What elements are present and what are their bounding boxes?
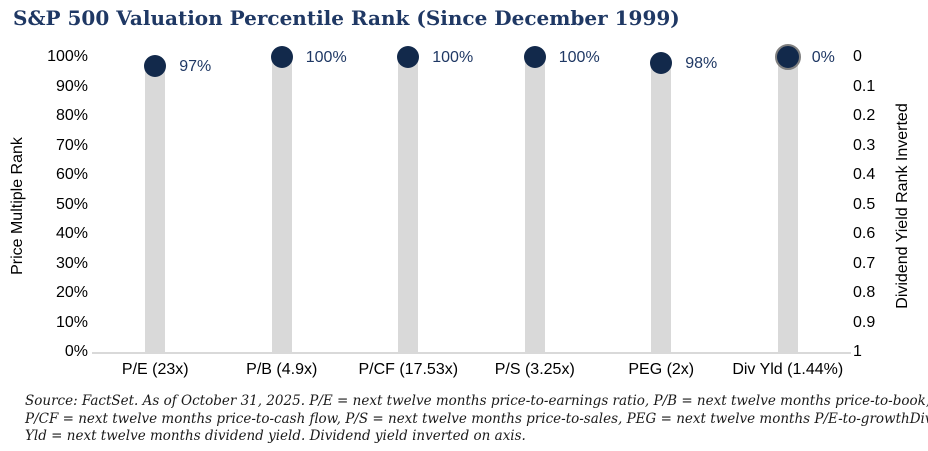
bar <box>145 65 166 352</box>
bar <box>651 62 672 352</box>
value-label: 0% <box>811 49 835 66</box>
left-tick-label: 70% <box>55 136 88 154</box>
footnote-line: Yld = next twelve months dividend yield.… <box>25 428 526 444</box>
marker-circle <box>397 46 420 68</box>
right-tick-label: 0.3 <box>853 136 876 154</box>
marker-circle <box>144 54 167 77</box>
category-label: Div Yld (1.44%) <box>732 361 844 378</box>
category-label: P/E (23x) <box>121 361 189 378</box>
marker-circle <box>523 46 546 68</box>
left-tick-label: 60% <box>55 166 88 183</box>
bar <box>398 57 419 352</box>
right-tick-label: 1 <box>853 343 862 360</box>
marker-circle <box>270 46 293 68</box>
right-tick-label: 0.1 <box>853 77 876 95</box>
marker-circle <box>774 44 801 70</box>
right-tick-label: 0.8 <box>853 284 876 301</box>
value-label: 97% <box>179 57 212 75</box>
footnote-line: P/CF = next twelve months price-to-cash … <box>25 410 928 427</box>
footnote-line: Source: FactSet. As of October 31, 2025.… <box>25 393 928 409</box>
left-axis-title: Price Multiple Rank <box>9 137 26 275</box>
left-tick-label: 40% <box>55 225 88 242</box>
right-tick-label: 0.2 <box>853 107 876 124</box>
category-label: P/S (3.25x) <box>494 361 575 378</box>
value-label: 100% <box>305 49 347 66</box>
bar <box>271 57 292 352</box>
right-tick-label: 0.5 <box>853 195 876 213</box>
x-axis-line <box>92 352 851 354</box>
marker-circle <box>650 51 673 74</box>
right-tick-label: 0 <box>853 48 862 65</box>
footnote: Source: FactSet. As of October 31, 2025.… <box>25 393 928 446</box>
chart-title: S&P 500 Valuation Percentile Rank (Since… <box>13 6 680 30</box>
value-label: 98% <box>685 54 718 72</box>
value-label: 100% <box>558 49 600 66</box>
left-tick-label: 20% <box>55 284 88 301</box>
bar <box>777 57 798 352</box>
left-tick-label: 80% <box>55 107 88 124</box>
left-tick-label: 10% <box>55 313 88 331</box>
left-tick-label: 100% <box>47 48 88 65</box>
category-label: P/CF (17.53x) <box>358 361 459 378</box>
bar <box>524 57 545 352</box>
right-tick-label: 0.9 <box>853 313 876 331</box>
right-tick-label: 0.4 <box>853 166 876 183</box>
left-tick-label: 50% <box>55 195 88 213</box>
category-label: P/B (4.9x) <box>246 361 318 378</box>
right-tick-label: 0.6 <box>853 225 876 242</box>
value-label: 100% <box>432 49 474 66</box>
left-tick-label: 0% <box>64 343 88 360</box>
category-label: PEG (2x) <box>628 361 695 378</box>
right-tick-label: 0.7 <box>853 254 876 272</box>
left-tick-label: 30% <box>55 254 88 272</box>
right-axis-title: Dividend Yield Rank Inverted <box>894 103 911 309</box>
left-tick-label: 90% <box>55 77 88 95</box>
